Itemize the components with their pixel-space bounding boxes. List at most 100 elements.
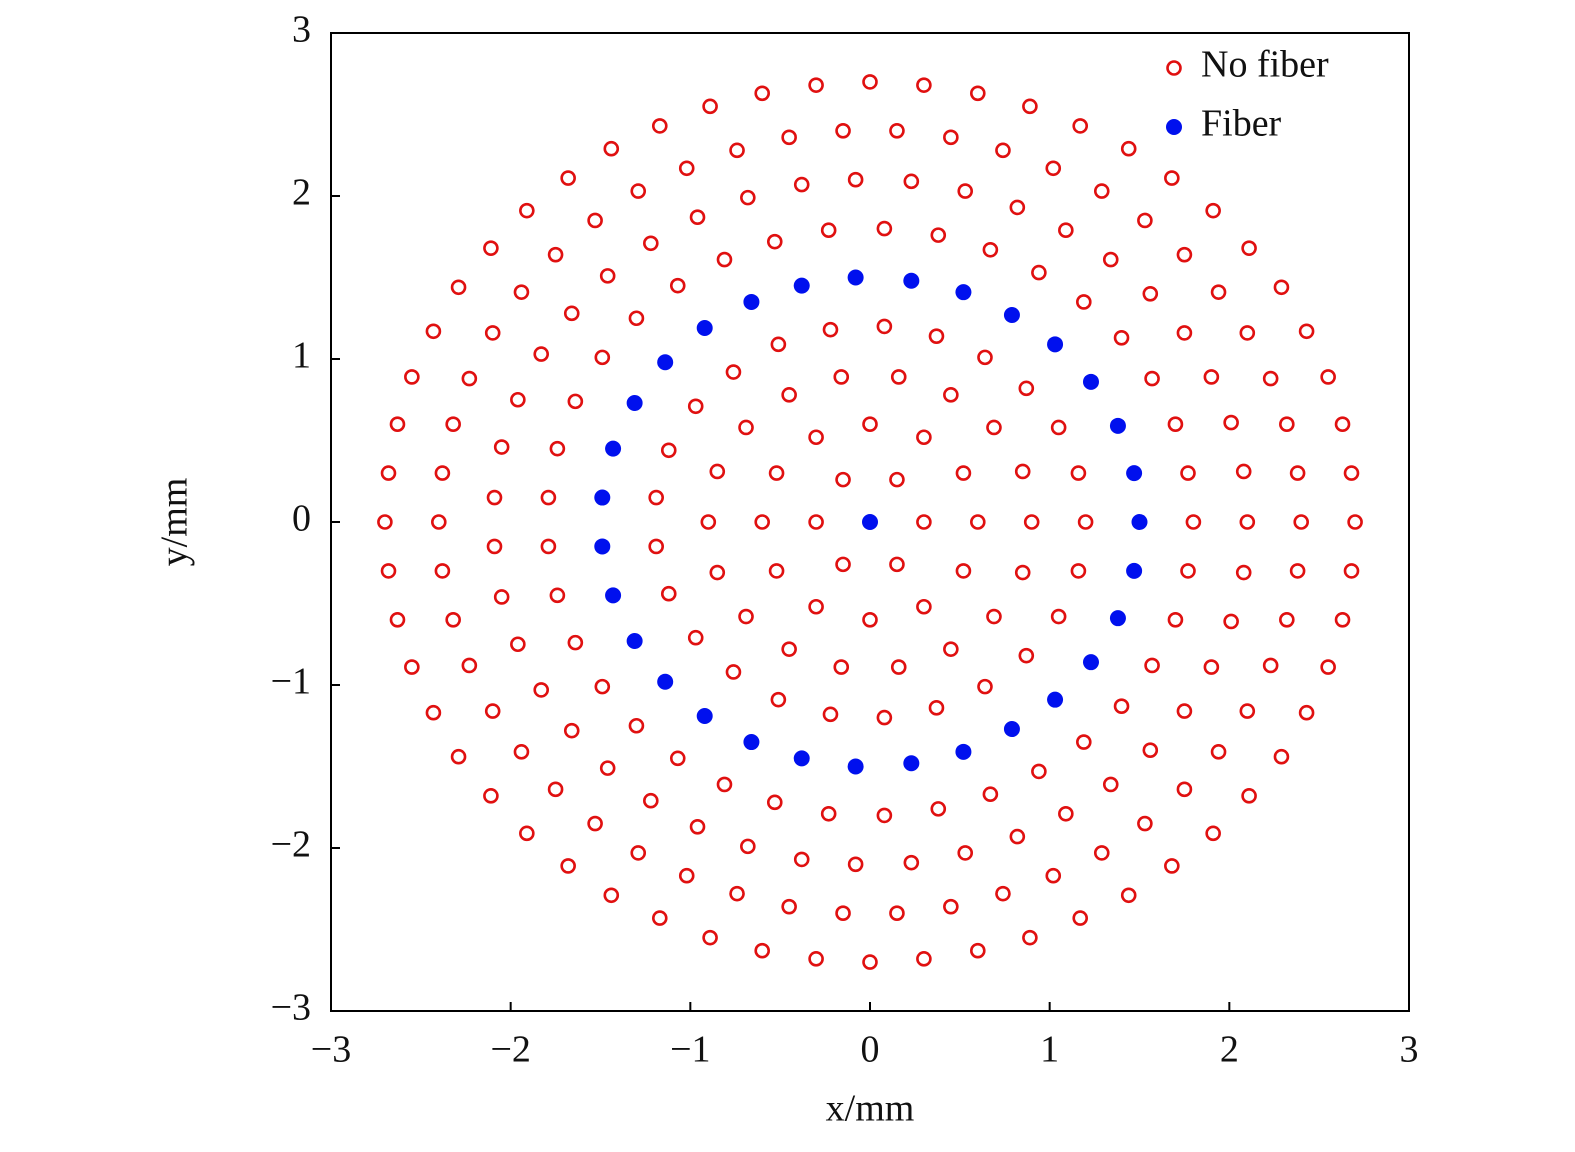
point: [847, 856, 864, 873]
x-tick-label: 0: [861, 1029, 880, 1071]
point: [916, 514, 932, 530]
point: [977, 678, 993, 695]
point: [1239, 703, 1256, 719]
point: [822, 706, 839, 723]
point: [1045, 867, 1062, 884]
point: [687, 629, 704, 646]
point: [389, 416, 406, 433]
point: [669, 750, 686, 767]
point: [1093, 845, 1110, 861]
point: [657, 354, 674, 371]
point: [793, 176, 810, 193]
point: [1279, 416, 1295, 433]
point: [1070, 465, 1087, 481]
point: [587, 212, 603, 229]
y-tick-label: 1: [292, 335, 311, 377]
point: [916, 77, 932, 93]
point: [781, 641, 797, 657]
point: [1289, 465, 1306, 481]
point: [1298, 323, 1315, 340]
point: [1223, 613, 1239, 630]
point: [725, 364, 742, 380]
point: [540, 538, 557, 555]
point: [1176, 325, 1193, 341]
point: [770, 691, 787, 708]
point: [754, 85, 771, 102]
point: [793, 851, 810, 868]
point: [969, 85, 986, 102]
point: [977, 349, 993, 366]
point: [603, 887, 620, 904]
point: [1120, 887, 1137, 904]
point: [1293, 514, 1309, 530]
point: [1109, 417, 1126, 434]
point: [1137, 815, 1153, 832]
point: [847, 758, 864, 775]
point: [603, 140, 620, 157]
point: [957, 845, 974, 861]
point: [380, 563, 397, 579]
point: [903, 854, 920, 871]
point: [1343, 563, 1360, 579]
point: [1022, 929, 1038, 946]
point: [648, 489, 664, 506]
y-tick-label: 0: [292, 498, 311, 540]
x-tick-label: 2: [1220, 1029, 1239, 1071]
point: [793, 277, 810, 294]
x-tick-label: −2: [490, 1029, 530, 1071]
point: [916, 598, 932, 615]
point: [995, 885, 1011, 902]
point: [862, 611, 878, 628]
point: [943, 898, 959, 915]
point: [1262, 657, 1279, 674]
point: [1241, 788, 1257, 804]
point: [876, 709, 893, 726]
point: [743, 734, 760, 751]
point: [903, 173, 920, 190]
point: [547, 781, 564, 798]
point: [510, 391, 526, 408]
point: [770, 336, 787, 353]
point: [781, 898, 797, 915]
y-tick-label: −2: [271, 824, 311, 866]
point: [540, 489, 557, 506]
point: [808, 951, 824, 967]
point: [1047, 336, 1064, 353]
point: [766, 233, 783, 250]
point: [889, 471, 905, 488]
point: [1203, 369, 1220, 385]
point: [484, 703, 501, 719]
point: [594, 538, 611, 555]
legend-label: No fiber: [1201, 44, 1329, 86]
x-tick-label: 3: [1400, 1029, 1419, 1071]
point: [1180, 563, 1196, 579]
point: [716, 251, 733, 268]
point: [1031, 763, 1047, 780]
y-tick-label: −1: [271, 661, 311, 703]
point: [513, 284, 530, 300]
point: [486, 489, 503, 506]
point: [493, 589, 510, 605]
point: [1279, 611, 1295, 628]
y-tick-label: 3: [292, 9, 311, 51]
point: [862, 954, 878, 970]
point: [876, 807, 893, 824]
point: [628, 717, 645, 734]
point: [729, 142, 745, 159]
point: [484, 325, 501, 341]
point: [903, 272, 920, 289]
point: [781, 129, 797, 146]
point: [1223, 414, 1239, 431]
point: [1334, 611, 1351, 628]
point: [808, 514, 824, 530]
point: [630, 845, 647, 861]
point: [1142, 742, 1159, 759]
point: [1167, 611, 1184, 628]
point: [678, 160, 695, 177]
point: [594, 678, 611, 695]
point: [594, 349, 611, 366]
point: [605, 440, 622, 457]
point: [833, 369, 850, 385]
point: [1343, 465, 1360, 481]
